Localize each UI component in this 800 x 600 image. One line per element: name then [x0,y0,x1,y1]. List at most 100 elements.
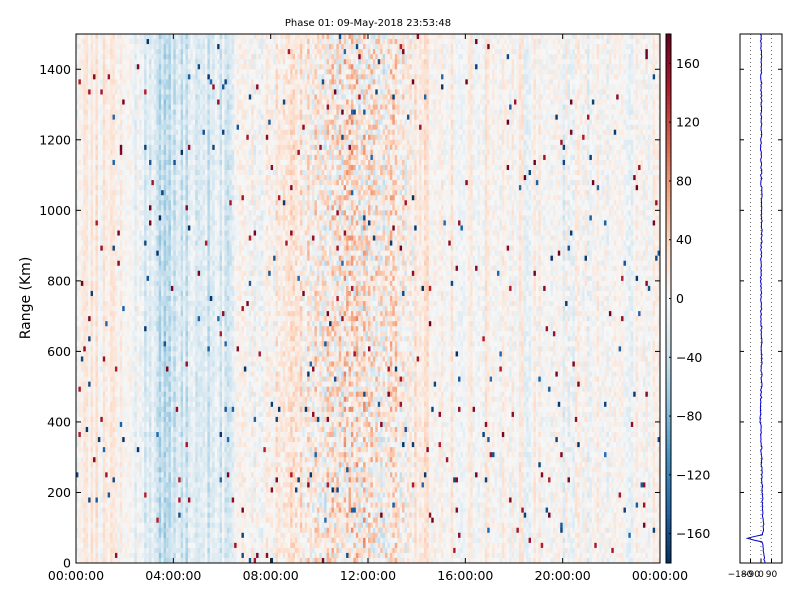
heatmap-cell [91,296,94,301]
heatmap-cell [81,422,84,427]
heatmap-cell [139,170,142,175]
heatmap-cell [161,372,164,377]
heatmap-cell [156,311,159,316]
heatmap-cell [95,296,98,301]
heatmap-cell [186,89,189,94]
heatmap-cell [83,351,86,356]
heatmap-cell [166,447,169,452]
heatmap-cell [139,462,142,467]
heatmap-cell [122,59,125,64]
heatmap-cell [151,351,154,356]
heatmap-cell [190,64,193,69]
heatmap-cell [100,44,103,49]
heatmap-cell [125,165,128,170]
heatmap-cell [117,205,120,210]
heatmap-cell [93,94,96,99]
heatmap-cell [139,39,142,44]
heatmap-cell [159,200,162,205]
heatmap-cell [139,155,142,160]
heatmap-cell [161,215,164,220]
heatmap-cell [173,548,176,553]
heatmap-cell [188,346,191,351]
heatmap-cell [168,336,171,341]
heatmap-cell [125,105,128,110]
heatmap-cell [164,392,167,397]
heatmap-cell [132,513,135,518]
heatmap-cell [105,120,108,125]
heatmap-cell [173,508,176,513]
heatmap-cell [98,140,101,145]
heatmap-cell [110,341,113,346]
heatmap-cell [93,392,96,397]
heatmap-cell [113,533,116,538]
heatmap-cell [105,89,108,94]
heatmap-cell [149,316,152,321]
heatmap-cell [171,54,174,59]
heatmap-cell [98,94,101,99]
heatmap-cell [154,150,157,155]
heatmap-cell [178,180,181,185]
heatmap-cell [164,382,167,387]
heatmap-cell [125,135,128,140]
heatmap-cell [137,165,140,170]
heatmap-cell [100,39,103,44]
heatmap-cell [120,100,123,105]
heatmap-cell [122,155,125,160]
heatmap-cell [186,346,189,351]
heatmap-cell [159,392,162,397]
heatmap-cell [137,407,140,412]
heatmap-cell [183,165,186,170]
heatmap-cell [183,321,186,326]
heatmap-cell [108,487,111,492]
heatmap-cell [81,150,84,155]
heatmap-cell [98,281,101,286]
heatmap-cell [188,115,191,120]
heatmap-cell [186,487,189,492]
heatmap-cell [176,437,179,442]
heatmap-cell [100,351,103,356]
heatmap-cell [83,44,86,49]
heatmap-cell [115,59,118,64]
heatmap-cell [130,316,133,321]
heatmap-cell [171,281,174,286]
heatmap-cell [142,492,145,497]
heatmap-cell [181,200,184,205]
heatmap-cell [88,190,91,195]
heatmap-cell [115,553,118,558]
heatmap-cell [147,558,150,563]
heatmap-cell [166,457,169,462]
heatmap-cell [120,331,123,336]
heatmap-cell [117,215,120,220]
heatmap-cell [159,54,162,59]
heatmap-cell [171,407,174,412]
heatmap-cell [147,392,150,397]
heatmap-cell [95,230,98,235]
heatmap-cell [88,145,91,150]
heatmap-cell [161,89,164,94]
heatmap-cell [105,69,108,74]
heatmap-cell [159,331,162,336]
heatmap-cell [120,487,123,492]
heatmap-cell [88,170,91,175]
heatmap-cell [115,508,118,513]
heatmap-cell [159,39,162,44]
heatmap-cell [166,477,169,482]
heatmap-cell [78,326,81,331]
heatmap-cell [156,225,159,230]
heatmap-cell [103,472,106,477]
heatmap-cell [142,548,145,553]
heatmap-cell [117,281,120,286]
heatmap-cell [149,34,152,39]
heatmap-cell [100,538,103,543]
heatmap-cell [127,447,130,452]
heatmap-cell [188,397,191,402]
heatmap-cell [98,155,101,160]
heatmap-cell [134,140,137,145]
heatmap-cell [137,432,140,437]
heatmap-cell [105,407,108,412]
heatmap-cell [93,120,96,125]
heatmap-cell [108,402,111,407]
heatmap-cell [105,518,108,523]
heatmap-cell [105,523,108,528]
heatmap-cell [98,311,101,316]
